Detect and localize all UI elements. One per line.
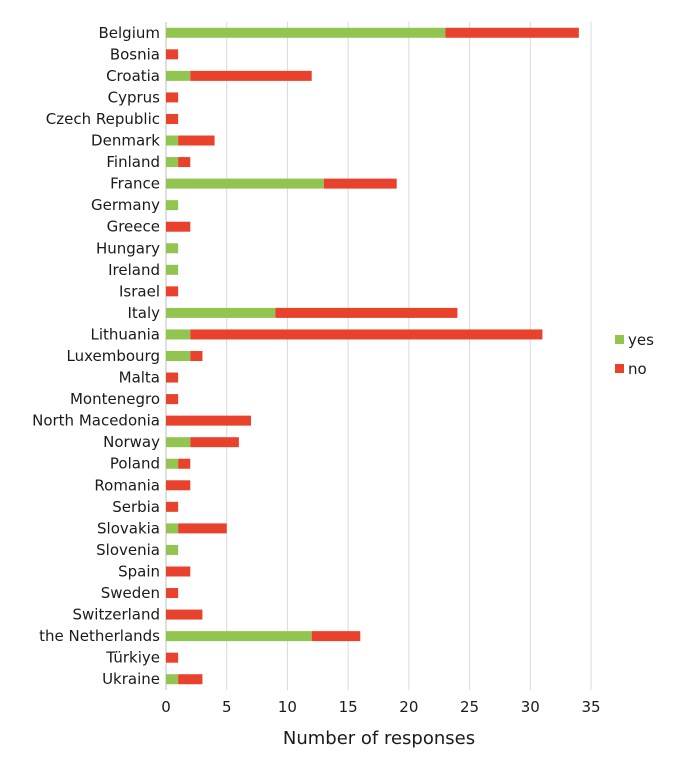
bar-yes (166, 437, 191, 448)
bar-no (166, 394, 179, 405)
category-label: Sweden (101, 584, 160, 602)
bar-no (166, 480, 191, 491)
category-label: Lithuania (91, 325, 160, 343)
x-tick-label: 25 (460, 698, 479, 716)
x-axis-title: Number of responses (283, 728, 475, 749)
grid-lines (165, 22, 592, 690)
bar-no (166, 501, 179, 512)
bar-yes (166, 157, 179, 168)
category-label: Serbia (112, 498, 160, 516)
category-label: Germany (91, 196, 160, 214)
bar-yes (166, 307, 276, 318)
category-label: Switzerland (73, 606, 161, 624)
bar-yes (166, 243, 179, 254)
category-label: North Macedonia (32, 412, 160, 430)
bar-no (166, 221, 191, 232)
category-label: Cyprus (108, 88, 161, 106)
bar-no (166, 286, 179, 297)
bar-no (166, 415, 251, 426)
category-label: Malta (119, 369, 160, 387)
bar-no (166, 49, 179, 60)
bar-no (166, 566, 191, 577)
bar-yes (166, 200, 179, 211)
x-tick-label: 20 (399, 698, 418, 716)
bar-yes (166, 178, 324, 189)
bar-yes (166, 674, 179, 685)
bar-yes (166, 70, 191, 81)
category-label: the Netherlands (39, 627, 160, 645)
bar-no (166, 92, 179, 103)
category-label: Greece (107, 218, 160, 236)
legend-label-yes: yes (628, 331, 654, 349)
category-label: Israel (119, 282, 160, 300)
bar-no (311, 631, 361, 642)
bar-yes (166, 458, 179, 469)
category-label: Poland (110, 455, 160, 473)
category-labels: Belgium Bosnia Croatia Cyprus Czech Republic… (32, 24, 160, 688)
bar-no (166, 588, 179, 599)
bar-yes (166, 351, 191, 361)
category-label: Norway (103, 433, 160, 451)
category-label: Spain (118, 562, 160, 580)
category-label: Romania (94, 476, 160, 494)
bar-yes (166, 631, 312, 642)
category-label: France (110, 175, 160, 193)
category-label: Ireland (108, 261, 160, 279)
bar-no (190, 351, 203, 361)
category-label: Türkiye (105, 649, 160, 667)
bar-yes (166, 523, 179, 534)
category-label: Bosnia (110, 45, 160, 63)
bar-no (178, 157, 191, 168)
bar-no (323, 178, 397, 189)
legend-label-no: no (628, 360, 647, 378)
category-label: Finland (106, 153, 160, 171)
bar-yes (166, 544, 179, 555)
bar-yes (166, 264, 179, 275)
legend: yes no (615, 331, 654, 378)
x-tick-label: 5 (222, 698, 232, 716)
category-label: Croatia (106, 67, 160, 85)
bar-no (190, 437, 239, 448)
x-tick-label: 35 (581, 698, 600, 716)
category-label: Hungary (96, 239, 160, 257)
legend-swatch-yes (615, 335, 624, 344)
x-tick-label: 10 (278, 698, 297, 716)
bar-no (166, 113, 179, 124)
bar-no (178, 458, 191, 469)
x-tick-label: 0 (161, 698, 171, 716)
category-label: Montenegro (70, 390, 160, 408)
bar-no (166, 652, 179, 663)
bar-no (275, 307, 458, 318)
category-label: Czech Republic (46, 110, 160, 128)
bar-no (178, 135, 215, 146)
bar-no (190, 329, 543, 340)
x-tick-labels: 0 5 10 15 20 25 30 35 (161, 698, 600, 716)
x-tick-label: 15 (339, 698, 358, 716)
category-label: Ukraine (102, 670, 160, 688)
x-tick-label: 30 (521, 698, 540, 716)
legend-swatch-no (615, 364, 624, 373)
category-label: Luxembourg (67, 347, 161, 365)
bar-no (166, 609, 203, 620)
category-label: Belgium (99, 24, 161, 42)
category-label: Slovakia (97, 519, 160, 537)
bars (166, 27, 579, 685)
bar-no (190, 70, 312, 81)
bar-yes (166, 27, 446, 38)
bar-yes (166, 135, 179, 146)
bar-no (166, 372, 179, 383)
category-label: Denmark (91, 132, 160, 150)
bar-no (178, 523, 227, 534)
bar-no (445, 27, 579, 38)
category-label: Italy (127, 304, 160, 322)
bar-yes (166, 329, 191, 340)
category-label: Slovenia (96, 541, 160, 559)
bar-no (178, 674, 203, 685)
